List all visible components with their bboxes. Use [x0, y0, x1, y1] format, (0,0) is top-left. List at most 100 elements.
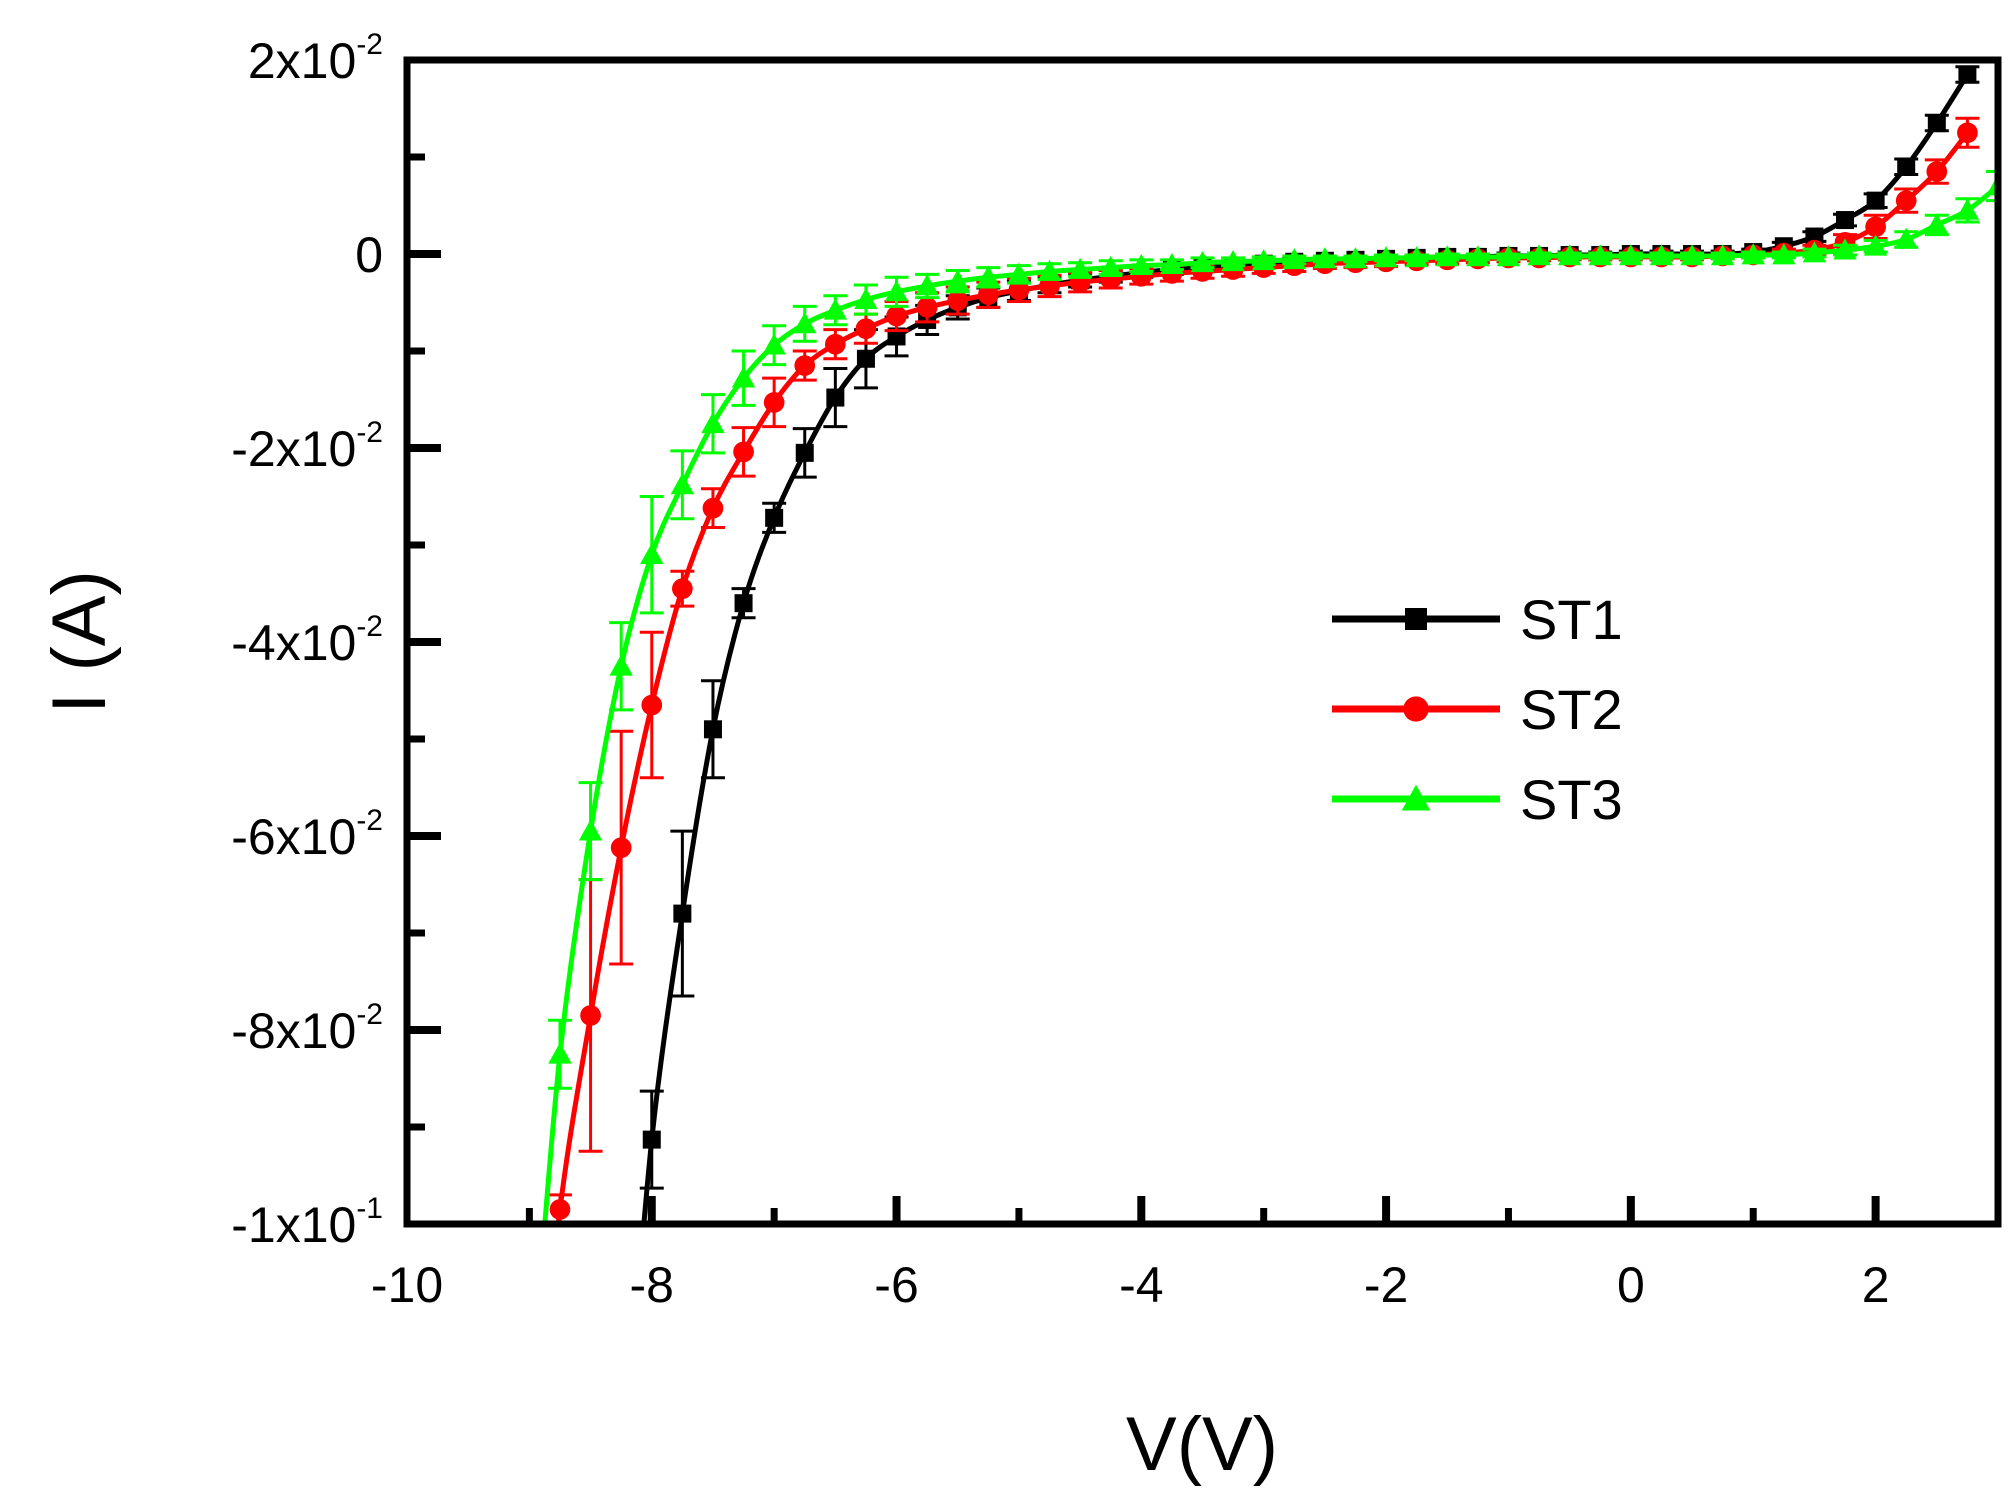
legend-item-st3: ST3 [1332, 768, 1623, 831]
data-point-st3 [884, 280, 909, 302]
data-point-st2 [1957, 122, 1978, 144]
data-point-st3 [609, 654, 633, 676]
data-point-st1 [1897, 157, 1916, 176]
data-point-st2 [824, 333, 846, 355]
data-point-st3 [1160, 252, 1184, 275]
data-point-st3 [1802, 241, 1827, 263]
legend-marker [1405, 608, 1427, 630]
y-tick-mantissa: -2x10 [231, 421, 356, 477]
legend-label: ST1 [1520, 588, 1623, 651]
data-point-st3 [1741, 243, 1765, 265]
x-tick-label: 0 [1617, 1257, 1645, 1313]
data-point-st3 [1710, 244, 1735, 266]
data-point-st1 [673, 904, 692, 923]
data-point-st2 [855, 318, 877, 340]
y-tick-label: -4x10-2 [231, 610, 383, 671]
data-point-st3 [823, 298, 848, 320]
x-tick-label: 2 [1862, 1257, 1890, 1313]
data-point-st3 [1404, 246, 1429, 268]
data-point-st3 [1099, 255, 1123, 277]
y-tick-label: 2x10-2 [248, 28, 383, 89]
y-tick-mantissa: -4x10 [231, 615, 356, 671]
x-axis-title: V(V) [1126, 1402, 1278, 1487]
data-point-st2 [1865, 216, 1886, 238]
series-st3 [542, 170, 1998, 1224]
y-axis: 2x10-20-2x10-2-4x10-2-6x10-2-8x10-2-1x10… [231, 28, 441, 1253]
data-point-st3 [976, 265, 1001, 287]
x-tick-label: -8 [630, 1257, 674, 1313]
data-point-st2 [702, 497, 724, 519]
data-point-st3 [548, 1042, 572, 1064]
data-point-st3 [854, 287, 878, 309]
data-point-st1 [765, 508, 784, 527]
legend-item-st2: ST2 [1332, 678, 1623, 741]
y-axis-title: I (A) [37, 570, 122, 714]
legend-label: ST3 [1520, 768, 1623, 831]
data-point-st3 [1037, 259, 1062, 281]
data-point-st3 [1894, 227, 1918, 249]
data-point-st1 [1958, 65, 1977, 84]
x-axis: -10 -8 -6 -4 -2 0 2 [371, 1196, 1890, 1313]
y-tick-label: -1x10-1 [231, 1192, 383, 1253]
legend: ST1 ST2 ST3 [1332, 588, 1623, 831]
data-point-st3 [946, 269, 970, 291]
data-point-st2 [641, 694, 663, 716]
data-point-st3 [1343, 247, 1368, 269]
data-point-st3 [731, 366, 756, 388]
y-tick-mantissa: 0 [355, 227, 383, 283]
data-point-st2 [886, 305, 907, 327]
data-point-st3 [1619, 244, 1643, 266]
data-point-st1 [795, 443, 814, 462]
data-point-st3 [915, 274, 939, 296]
x-tick-label: -6 [874, 1257, 918, 1313]
y-tick-label: -2x10-2 [231, 416, 383, 477]
y-tick-mantissa: -1x10 [231, 1197, 356, 1253]
data-point-st3 [1833, 238, 1857, 260]
data-point-st2 [549, 1199, 571, 1220]
y-tick-exponent: -2 [356, 998, 383, 1031]
x-tick-label: -4 [1119, 1257, 1163, 1313]
data-point-st3 [1251, 249, 1276, 271]
data-point-st1 [642, 1130, 661, 1149]
data-point-st2 [672, 578, 693, 600]
y-tick-label: 0 [355, 227, 383, 283]
y-tick-exponent: -2 [356, 804, 383, 837]
series-layer [542, 65, 1998, 1224]
data-point-st3 [1955, 198, 1980, 220]
data-point-st1 [826, 388, 845, 407]
data-point-st3 [701, 412, 725, 434]
data-point-st1 [703, 720, 722, 739]
data-point-st3 [1680, 244, 1704, 266]
data-point-st1 [1927, 114, 1946, 133]
data-point-st2 [947, 290, 969, 311]
y-tick-exponent: -2 [356, 416, 383, 449]
y-tick-mantissa: -6x10 [231, 809, 356, 865]
data-point-st3 [1649, 244, 1674, 266]
data-point-st3 [640, 543, 664, 565]
data-point-st3 [1221, 250, 1245, 272]
x-tick-label: -10 [371, 1257, 443, 1313]
data-point-st2 [977, 284, 999, 306]
data-point-st2 [794, 355, 816, 376]
data-point-st1 [1836, 211, 1855, 230]
data-point-st3 [1496, 245, 1521, 267]
y-tick-label: -8x10-2 [231, 998, 383, 1059]
data-point-st2 [610, 837, 632, 858]
data-point-st3 [1557, 244, 1582, 266]
data-point-st3 [1925, 213, 1949, 235]
y-tick-mantissa: 2x10 [248, 33, 356, 89]
y-tick-mantissa: -8x10 [231, 1003, 356, 1059]
data-point-st3 [1313, 247, 1337, 269]
data-point-st3 [1772, 243, 1796, 265]
data-point-st2 [1926, 161, 1948, 182]
data-point-st3 [1068, 257, 1092, 279]
data-point-st3 [578, 819, 603, 841]
data-point-st2 [580, 1005, 601, 1026]
y-tick-exponent: -2 [356, 28, 383, 61]
data-point-st2 [763, 392, 785, 413]
data-point-st3 [793, 312, 817, 334]
data-point-st1 [734, 594, 753, 613]
data-point-st3 [1007, 262, 1031, 284]
y-tick-label: -6x10-2 [231, 804, 383, 865]
